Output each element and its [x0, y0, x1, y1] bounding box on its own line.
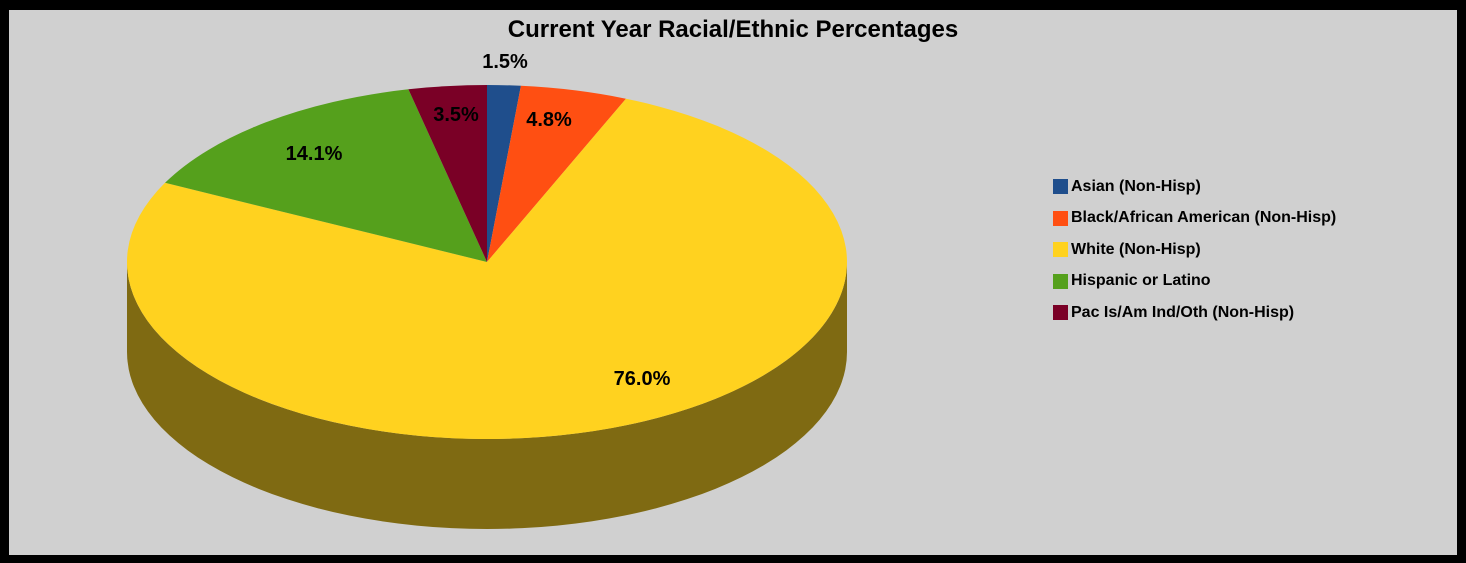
legend-swatch-hispanic: [1053, 273, 1068, 289]
legend-swatch-pacific: [1053, 305, 1068, 321]
data-label-pacific: 3.5%: [433, 104, 479, 126]
legend-item-asian: Asian (Non-Hisp): [1053, 171, 1336, 203]
legend-label-black: Black/African American (Non-Hisp): [1071, 209, 1337, 227]
data-label-asian: 1.5%: [482, 51, 528, 73]
data-label-hispanic: 14.1%: [286, 143, 343, 165]
pie-slices: [126, 85, 848, 439]
legend-swatch-white: [1053, 242, 1068, 258]
pie-side: [127, 262, 847, 529]
legend-label-hispanic: Hispanic or Latino: [1071, 272, 1211, 290]
pie-slice-pacific: [408, 85, 487, 262]
pie-side-wall: [127, 262, 847, 529]
pie-slice-asian: [487, 85, 521, 262]
legend-item-white: White (Non-Hisp): [1053, 234, 1336, 266]
pie-slice-black: [487, 85, 626, 262]
legend-item-black: Black/African American (Non-Hisp): [1053, 203, 1336, 235]
data-label-white: 76.0%: [614, 368, 671, 390]
legend-item-hispanic: Hispanic or Latino: [1053, 266, 1336, 298]
pie-labels: 1.5% 4.8% 76.0% 14.1% 3.5%: [286, 51, 671, 390]
legend-label-white: White (Non-Hisp): [1071, 240, 1201, 258]
legend: Asian (Non-Hisp) Black/African American …: [1053, 171, 1336, 329]
legend-label-asian: Asian (Non-Hisp): [1071, 177, 1201, 195]
legend-label-pacific: Pac Is/Am Ind/Oth (Non-Hisp): [1071, 303, 1295, 321]
data-label-black: 4.8%: [526, 109, 572, 131]
legend-item-pacific: Pac Is/Am Ind/Oth (Non-Hisp): [1053, 297, 1336, 329]
legend-swatch-black: [1053, 210, 1068, 226]
pie-slice-white: [126, 98, 848, 439]
pie-slice-hispanic: [165, 89, 487, 262]
legend-swatch-asian: [1053, 179, 1068, 195]
